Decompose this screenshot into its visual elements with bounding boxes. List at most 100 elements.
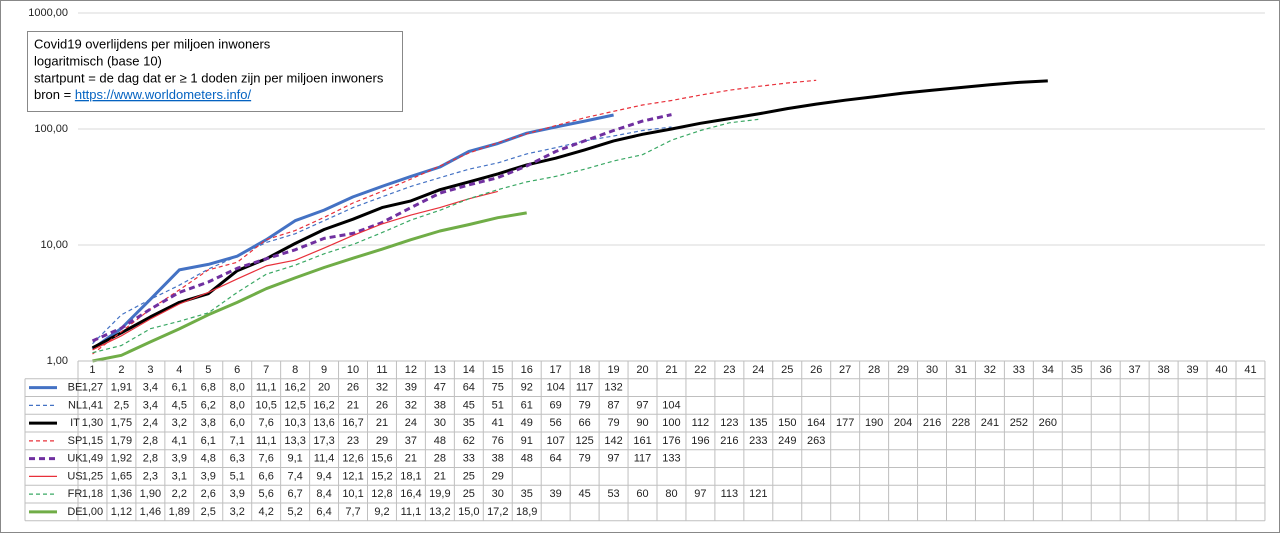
x-tick-label: 9 <box>321 364 327 376</box>
table-cell: 30 <box>492 488 504 500</box>
table-cell: 45 <box>463 399 475 411</box>
table-cell: 79 <box>579 453 591 465</box>
table-cell: 29 <box>492 470 504 482</box>
table-cell: 4,8 <box>201 453 216 465</box>
x-tick-label: 26 <box>810 364 822 376</box>
table-cell: 117 <box>634 453 652 465</box>
table-cell: 69 <box>550 399 562 411</box>
table-cell: 1,12 <box>111 506 132 518</box>
table-cell: 13,3 <box>284 435 305 447</box>
table-cell: 3,2 <box>230 506 245 518</box>
table-cell: 4,1 <box>172 435 187 447</box>
x-tick-label: 22 <box>694 364 706 376</box>
table-cell: 12,5 <box>284 399 305 411</box>
table-cell: 10,3 <box>284 417 305 429</box>
table-cell: 25 <box>463 470 475 482</box>
table-cell: 16,7 <box>342 417 363 429</box>
table-cell: 6,8 <box>201 382 216 394</box>
table-cell: 1,41 <box>82 399 103 411</box>
legend-label: FR <box>68 488 83 500</box>
table-cell: 25 <box>463 488 475 500</box>
table-cell: 2,8 <box>143 435 158 447</box>
table-cell: 35 <box>521 488 533 500</box>
table-cell: 35 <box>463 417 475 429</box>
table-cell: 125 <box>575 435 593 447</box>
x-tick-label: 24 <box>752 364 764 376</box>
table-cell: 1,65 <box>111 470 132 482</box>
table-cell: 13,2 <box>429 506 450 518</box>
table-cell: 6,7 <box>287 488 302 500</box>
table-cell: 7,1 <box>230 435 245 447</box>
x-tick-label: 38 <box>1158 364 1170 376</box>
annotation-line: startpunt = de dag dat er ≥ 1 doden zijn… <box>34 70 384 85</box>
x-tick-label: 5 <box>205 364 211 376</box>
x-tick-label: 7 <box>263 364 269 376</box>
x-tick-label: 25 <box>781 364 793 376</box>
table-cell: 1,79 <box>111 435 132 447</box>
table-cell: 1,36 <box>111 488 132 500</box>
table-cell: 6,3 <box>230 453 245 465</box>
table-cell: 196 <box>691 435 709 447</box>
x-tick-label: 28 <box>868 364 880 376</box>
table-cell: 4,5 <box>172 399 187 411</box>
legend-label: SP <box>68 435 83 447</box>
table-cell: 12,8 <box>371 488 392 500</box>
table-cell: 260 <box>1039 417 1057 429</box>
table-cell: 233 <box>749 435 767 447</box>
table-cell: 150 <box>778 417 796 429</box>
table-cell: 107 <box>546 435 564 447</box>
x-tick-label: 27 <box>839 364 851 376</box>
table-cell: 132 <box>604 382 622 394</box>
table-cell: 97 <box>694 488 706 500</box>
y-tick-label: 10,00 <box>40 239 68 251</box>
table-cell: 3,9 <box>230 488 245 500</box>
annotation-box <box>27 31 403 112</box>
x-tick-label: 2 <box>118 364 124 376</box>
table-cell: 30 <box>434 417 446 429</box>
x-tick-label: 33 <box>1013 364 1025 376</box>
x-tick-label: 13 <box>434 364 446 376</box>
x-tick-label: 34 <box>1042 364 1054 376</box>
source-link[interactable]: https://www.worldometers.info/ <box>75 87 252 102</box>
table-cell: 104 <box>546 382 564 394</box>
table-cell: 91 <box>521 435 533 447</box>
table-cell: 6,1 <box>172 382 187 394</box>
table-cell: 3,9 <box>201 470 216 482</box>
table-cell: 204 <box>894 417 912 429</box>
annotation-line: logaritmisch (base 10) <box>34 53 162 68</box>
table-cell: 121 <box>749 488 767 500</box>
table-cell: 92 <box>521 382 533 394</box>
table-cell: 241 <box>981 417 999 429</box>
table-cell: 12,6 <box>342 453 363 465</box>
table-cell: 10,5 <box>255 399 276 411</box>
table-cell: 2,6 <box>201 488 216 500</box>
x-tick-label: 1 <box>89 364 95 376</box>
table-cell: 37 <box>405 435 417 447</box>
table-cell: 3,9 <box>172 453 187 465</box>
table-cell: 190 <box>865 417 883 429</box>
table-cell: 32 <box>376 382 388 394</box>
table-cell: 133 <box>662 453 680 465</box>
table-cell: 16,2 <box>284 382 305 394</box>
annotation-line: bron = https://www.worldometers.info/ <box>34 87 252 102</box>
legend-label: BE <box>68 382 83 394</box>
table-cell: 6,1 <box>201 435 216 447</box>
x-tick-label: 21 <box>665 364 677 376</box>
table-cell: 216 <box>720 435 738 447</box>
legend-label: US <box>67 470 82 482</box>
table-cell: 38 <box>492 453 504 465</box>
x-tick-label: 20 <box>636 364 648 376</box>
y-tick-label: 100,00 <box>34 123 68 135</box>
table-cell: 3,2 <box>172 417 187 429</box>
table-cell: 1,30 <box>82 417 103 429</box>
table-cell: 11,1 <box>256 435 277 447</box>
table-cell: 8,0 <box>230 382 245 394</box>
table-cell: 39 <box>405 382 417 394</box>
table-cell: 3,4 <box>143 382 158 394</box>
table-cell: 1,15 <box>82 435 103 447</box>
table-cell: 90 <box>636 417 648 429</box>
table-cell: 18,9 <box>516 506 537 518</box>
x-tick-label: 10 <box>347 364 359 376</box>
table-cell: 11,1 <box>256 382 277 394</box>
series-line <box>91 79 1048 350</box>
